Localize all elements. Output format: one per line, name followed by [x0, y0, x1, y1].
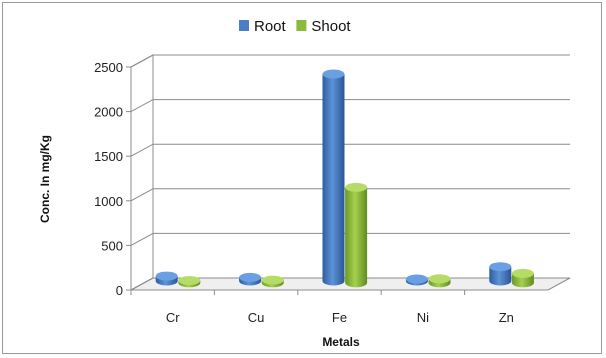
x-tick-label: Fe: [332, 310, 347, 325]
bar-body: [322, 74, 345, 286]
gridline: [130, 54, 570, 68]
x-tick-label: Ni: [417, 310, 429, 325]
y-tick-label: 2000: [94, 105, 123, 120]
y-tick-label: 1500: [94, 149, 123, 164]
bar-cap: [322, 69, 345, 79]
bar-shoot-ni: [428, 274, 451, 288]
y-tick-label: 1000: [94, 194, 123, 209]
y-tick-label: 2500: [94, 60, 123, 75]
gridline: [130, 143, 570, 157]
y-axis-ticks: 0 500 1000 1500 2000 2500: [94, 60, 131, 298]
x-tick-label: Cr: [166, 310, 180, 325]
x-axis-ticks: Cr Cu Fe Ni Zn: [130, 290, 514, 325]
bar-body: [489, 266, 512, 286]
gridline: [130, 99, 570, 113]
bar-shoot-zn: [511, 268, 534, 288]
bar-cap: [345, 182, 368, 192]
bar-cap: [489, 262, 512, 272]
bar-cap: [428, 274, 451, 284]
legend-label-root: Root: [254, 18, 287, 35]
bar-root-cu: [239, 272, 262, 286]
legend-swatch-root: [239, 20, 249, 31]
bar-shoot-fe: [345, 182, 368, 288]
chart-frame: 0 500 1000 1500 2000 2500 Cr Cu Fe Ni Zn Conc. In…: [2, 2, 602, 354]
bar-root-fe: [322, 69, 345, 286]
bar-cap: [155, 271, 178, 281]
legend-label-shoot: Shoot: [311, 18, 351, 35]
bar-cap: [261, 275, 284, 285]
y-tick-label: 0: [116, 283, 123, 298]
bar-chart: 0 500 1000 1500 2000 2500 Cr Cu Fe Ni Zn Conc. In…: [38, 18, 571, 349]
bar-shoot-cu: [261, 275, 284, 288]
x-tick-label: Zn: [499, 310, 514, 325]
legend-swatch-shoot: [296, 20, 307, 31]
bar-cap: [178, 276, 201, 286]
x-axis-title: Metals: [322, 335, 360, 349]
back-wall: [153, 55, 570, 278]
bar-body: [345, 187, 368, 288]
side-wall: [130, 54, 154, 291]
gridline: [130, 232, 570, 246]
bar-root-ni: [405, 274, 428, 286]
bar-shoot-cr: [178, 276, 201, 288]
y-axis-title: Conc. In mg/Kg: [38, 135, 52, 223]
bar-cap: [239, 272, 262, 282]
bar-cap: [511, 268, 534, 278]
bar-cap: [405, 274, 428, 284]
legend: Root Shoot: [239, 18, 351, 35]
gridline: [130, 188, 570, 202]
bar-root-cr: [155, 271, 178, 286]
bar-root-zn: [489, 262, 512, 286]
gridlines: [130, 54, 570, 291]
x-tick-label: Cu: [248, 310, 265, 325]
y-tick-label: 500: [101, 238, 123, 253]
bars: [155, 69, 534, 288]
